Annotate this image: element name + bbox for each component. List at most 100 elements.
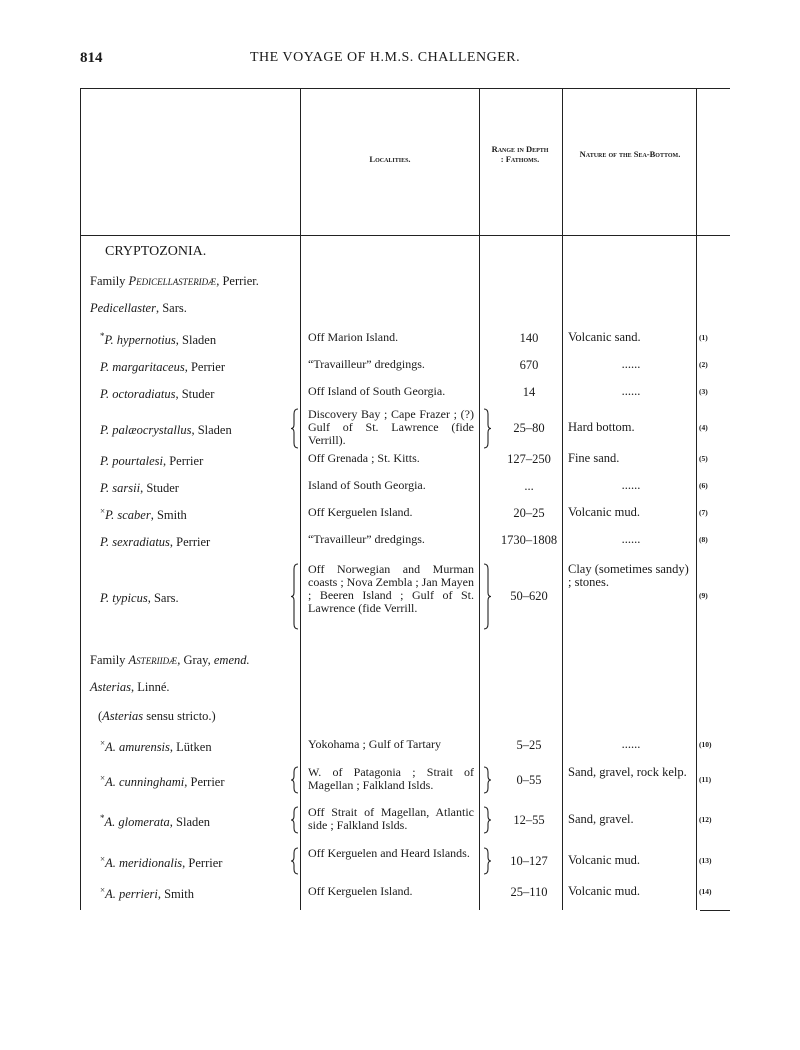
note-ref: (14) (699, 887, 712, 896)
subgenus-heading: (Asterias sensu stricto.) (98, 709, 216, 724)
header-rule (80, 235, 730, 237)
species-name: P. pourtalesi (100, 454, 163, 469)
genus-author: , Sars. (155, 301, 187, 315)
species-name: A. perrieri (105, 887, 158, 902)
species-cell: ×A. meridionalis, Perrier (100, 854, 280, 871)
note-ref: (2) (699, 360, 708, 369)
bottom-cell: Volcanic mud. (568, 852, 640, 867)
species-author: , Smith (150, 508, 187, 523)
depth-cell: 140 (519, 331, 539, 345)
locality-cell: Off Kerguelen Island. (308, 884, 413, 898)
header-depth: Range in Depth : Fathoms. (491, 144, 549, 164)
column-rule (80, 88, 82, 910)
brace-mark (483, 766, 492, 794)
species-cell: P. pourtalesi, Perrier (100, 452, 280, 469)
locality-cell: “Travailleur” dredgings. (308, 532, 425, 546)
species-cell: P. sexradiatus, Perrier (100, 533, 280, 550)
species-cell: ×P. scaber, Smith (100, 506, 280, 523)
species-author: , Lütken (169, 740, 212, 755)
brace-mark (483, 806, 492, 834)
note-ref: (4) (699, 423, 708, 432)
depth-cell: 5–25 (516, 738, 542, 752)
bottom-cell: Fine sand. (568, 451, 620, 465)
brace-mark (290, 847, 299, 875)
column-rule (562, 88, 564, 910)
species-author: , Perrier (162, 454, 204, 469)
species-author: , Studer (175, 387, 215, 402)
column-rule (300, 88, 302, 910)
species-author: , Perrier (169, 535, 211, 550)
locality-cell: Off Strait of Magellan, Atlantic side ; … (308, 805, 474, 832)
note-ref: (9) (699, 591, 708, 600)
species-mark: × (100, 506, 106, 516)
brace-mark (290, 766, 299, 794)
note-ref: (6) (699, 481, 708, 490)
species-author: , Smith (157, 887, 194, 902)
group-heading: CRYPTOZONIA. (105, 244, 207, 259)
species-name: P. sarsii (100, 481, 141, 496)
species-cell: *A. glomerata, Sladen (100, 813, 280, 830)
species-author: , Studer (140, 481, 179, 496)
column-rule (696, 88, 698, 910)
species-name: P. typicus (100, 591, 148, 606)
species-name: P. sexradiatus (100, 535, 170, 550)
brace-mark (290, 408, 299, 449)
species-name: P. scaber (105, 508, 151, 523)
family-name: Asteriidæ (128, 653, 178, 667)
depth-cell: 10–127 (510, 853, 548, 868)
bottom-cell: Volcanic sand. (568, 330, 641, 344)
table-bottom-rule (700, 910, 730, 912)
depth-cell: 14 (522, 385, 536, 399)
species-name: P. octoradiatus (100, 387, 176, 402)
species-cell: ×A. amurensis, Lütken (100, 738, 280, 755)
species-mark: × (100, 885, 106, 895)
note-ref: (7) (699, 508, 708, 517)
species-author: , Perrier (182, 855, 223, 870)
note-ref: (12) (699, 814, 712, 824)
bottom-cell: Volcanic mud. (568, 505, 640, 519)
bottom-cell: Volcanic mud. (568, 884, 640, 898)
running-title: THE VOYAGE OF H.M.S. CHALLENGER. (250, 50, 521, 65)
brace-mark (483, 408, 492, 449)
locality-cell: W. of Patagonia ; Strait of Magellan ; F… (308, 765, 474, 792)
subgenus-suffix: sensu stricto.) (143, 709, 216, 723)
note-ref: (13) (699, 855, 712, 865)
locality-cell: Yokohama ; Gulf of Tartary (308, 737, 442, 751)
genus-author: , Linné. (130, 680, 170, 694)
species-name: P. margaritaceus (100, 360, 185, 375)
family-heading: Family Asteriidæ, Gray, emend. (90, 653, 250, 668)
bottom-cell: Sand, gravel. (568, 811, 634, 826)
bottom-cell: Sand, gravel, rock kelp. (568, 765, 687, 779)
species-author: , Sars. (147, 591, 179, 606)
locality-cell: “Travailleur” dredgings. (308, 357, 425, 371)
depth-cell: 12–55 (513, 812, 545, 827)
locality-cell: Off Kerguelen and Heard Islands. (308, 846, 470, 860)
brace-mark (483, 847, 492, 875)
species-name: A. amurensis (105, 740, 170, 755)
depth-cell: 20–25 (513, 506, 545, 520)
depth-cell: 1730–1808 (500, 533, 558, 547)
species-cell: P. sarsii, Studer (100, 479, 280, 496)
page-number: 814 (80, 50, 103, 66)
brace-mark (290, 806, 299, 834)
family-prefix: Family (90, 653, 129, 667)
species-author: , Sladen (175, 333, 217, 348)
note-ref: (5) (699, 454, 708, 463)
family-name: Pedicellasteridæ (128, 274, 217, 288)
depth-cell: 670 (519, 358, 539, 372)
family-author: , Perrier. (216, 274, 259, 288)
subgenus-open: ( (98, 709, 103, 723)
species-name: P. hypernotius (104, 333, 176, 348)
species-name: P. palæocrystallus (100, 423, 192, 438)
locality-cell: Off Marion Island. (308, 330, 399, 344)
family-emend: emend. (213, 653, 250, 667)
bottom-cell: Hard bottom. (568, 420, 635, 434)
genus-name: Pedicellaster (90, 301, 156, 315)
brace-mark (290, 563, 299, 630)
species-cell: P. octoradiatus, Studer (100, 385, 280, 402)
locality-cell: Discovery Bay ; Cape Frazer ; (?) Gulf o… (308, 407, 474, 447)
genus-name: Asterias (90, 680, 131, 694)
depth-cell: 127–250 (507, 452, 551, 466)
species-author: , Perrier (184, 360, 225, 375)
note-ref: (1) (699, 333, 708, 342)
